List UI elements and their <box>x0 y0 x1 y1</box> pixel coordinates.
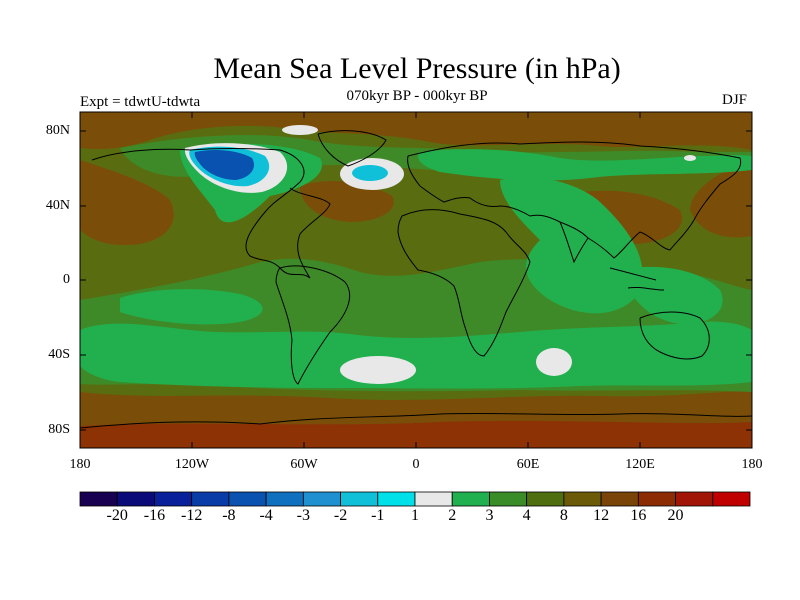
colorbar-label: -2 <box>333 507 348 524</box>
field-north-atlantic-high <box>300 181 394 222</box>
colorbar-swatch <box>302 491 341 507</box>
lat-label-40s: 40S <box>48 347 70 362</box>
field-south-ocean-green <box>80 321 752 389</box>
lat-label-0: 0 <box>63 272 70 287</box>
lon-ticks <box>191 112 641 448</box>
lon-label-120w: 120W <box>174 457 210 472</box>
field-antarctic <box>80 420 752 448</box>
colorbar-swatch <box>637 491 676 507</box>
lon-label-60w: 60W <box>290 457 318 472</box>
field-south-atlantic-gray <box>340 356 416 384</box>
field-north-polar <box>80 112 752 150</box>
colorbar-swatch <box>675 491 714 507</box>
colorbar-swatch <box>228 491 267 507</box>
field-pacific-green <box>120 289 263 325</box>
chart-title: Mean Sea Level Pressure (in hPa) <box>213 52 621 85</box>
field-indian-ocean-green <box>500 177 643 314</box>
colorbar-label: -12 <box>180 507 203 524</box>
colorbar-swatch <box>600 491 639 507</box>
lon-label-180e: 180 <box>741 457 763 472</box>
colorbar-label: 20 <box>667 507 684 524</box>
field-eurasia-green <box>418 149 752 181</box>
coast-africa <box>397 209 531 357</box>
coast-indonesia <box>609 267 665 291</box>
colorbar-swatch <box>191 491 230 507</box>
colorbar-label: -4 <box>259 507 273 524</box>
season-label: DJF <box>722 92 748 108</box>
colorbar-label: 1 <box>411 507 419 524</box>
lon-label-180w: 180 <box>69 457 91 472</box>
coastlines <box>80 130 752 429</box>
colorbar-swatch <box>526 491 565 507</box>
colorbar-swatch <box>265 491 304 507</box>
lon-label-60e: 60E <box>516 457 540 472</box>
colorbar-label: -8 <box>222 507 236 524</box>
lat-label-80s: 80S <box>48 422 70 437</box>
field-west-pacific-green <box>620 266 723 325</box>
colorbar-label: -1 <box>371 507 385 524</box>
colorbar-label: 2 <box>448 507 457 524</box>
coast-eurasia <box>407 141 742 259</box>
colorbar-swatch <box>451 491 490 507</box>
colorbar-label: -16 <box>143 507 166 524</box>
field-north-pacific-high <box>80 160 174 246</box>
colorbar-label: 4 <box>522 507 531 524</box>
field-laurentide-blue <box>194 150 255 180</box>
colorbar-swatch <box>79 491 118 507</box>
colorbar-swatch <box>154 491 193 507</box>
lon-label-120e: 120E <box>625 457 655 472</box>
colorbar-swatch <box>340 491 379 507</box>
coast-australia <box>639 311 710 360</box>
colorbar-swatch <box>414 491 453 507</box>
field-arctic-gray-1 <box>282 125 318 135</box>
colorbar <box>79 491 751 507</box>
colorbar-label: -3 <box>296 507 310 524</box>
colorbar-label: 12 <box>593 507 610 524</box>
colorbar-label: -20 <box>106 507 128 524</box>
experiment-label: Expt = tdwtU-tdwta <box>80 94 201 110</box>
lon-label-0: 0 <box>412 457 420 472</box>
coast-north-america <box>91 148 331 279</box>
coast-south-america <box>275 265 351 385</box>
colorbar-swatch <box>712 491 751 507</box>
colorbar-label: 16 <box>630 507 647 524</box>
colorbar-swatch <box>116 491 155 507</box>
field-south-indian-gray <box>536 348 572 376</box>
lat-ticks <box>80 130 752 431</box>
lat-label-80n: 80N <box>45 123 70 138</box>
field-atlantic-low-cyan <box>352 165 388 181</box>
field-arctic-gray-2 <box>684 155 696 161</box>
colorbar-label: 3 <box>485 507 494 524</box>
colorbar-swatch <box>563 491 602 507</box>
colorbar-swatch <box>489 491 528 507</box>
colorbar-label: 8 <box>559 507 568 524</box>
field-north-pacific-high-east <box>690 160 752 238</box>
coast-india <box>559 221 589 264</box>
colorbar-swatch <box>377 491 416 507</box>
chart-subtitle: 070kyr BP - 000kyr BP <box>346 88 488 104</box>
coast-antarctica <box>80 412 752 429</box>
coast-greenland <box>317 130 387 167</box>
lat-label-40n: 40N <box>45 198 70 213</box>
